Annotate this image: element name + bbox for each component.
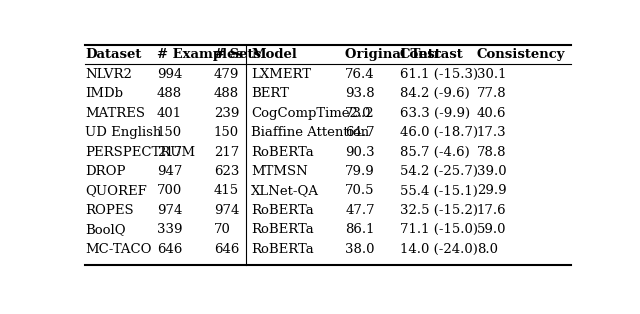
Text: 29.9: 29.9 bbox=[477, 184, 506, 198]
Text: 8.0: 8.0 bbox=[477, 243, 498, 256]
Text: 79.9: 79.9 bbox=[346, 165, 375, 178]
Text: 30.1: 30.1 bbox=[477, 68, 506, 81]
Text: 646: 646 bbox=[157, 243, 182, 256]
Text: 947: 947 bbox=[157, 165, 182, 178]
Text: 700: 700 bbox=[157, 184, 182, 198]
Text: PERSPECTRUM: PERSPECTRUM bbox=[85, 145, 195, 159]
Text: 77.8: 77.8 bbox=[477, 87, 506, 100]
Text: 59.0: 59.0 bbox=[477, 223, 506, 236]
Text: MTMSN: MTMSN bbox=[251, 165, 308, 178]
Text: IMDb: IMDb bbox=[85, 87, 123, 100]
Text: 39.0: 39.0 bbox=[477, 165, 506, 178]
Text: 54.2 (-25.7): 54.2 (-25.7) bbox=[400, 165, 478, 178]
Text: 239: 239 bbox=[214, 106, 239, 120]
Text: 974: 974 bbox=[157, 204, 182, 217]
Text: DROP: DROP bbox=[85, 165, 125, 178]
Text: XLNet-QA: XLNet-QA bbox=[251, 184, 319, 198]
Text: 150: 150 bbox=[214, 126, 239, 139]
Text: CogCompTime2.0: CogCompTime2.0 bbox=[251, 106, 371, 120]
Text: 32.5 (-15.2): 32.5 (-15.2) bbox=[400, 204, 478, 217]
Text: Original Test: Original Test bbox=[346, 48, 441, 61]
Text: 78.8: 78.8 bbox=[477, 145, 506, 159]
Text: BoolQ: BoolQ bbox=[85, 223, 125, 236]
Text: 93.8: 93.8 bbox=[346, 87, 375, 100]
Text: 76.4: 76.4 bbox=[346, 68, 375, 81]
Text: 86.1: 86.1 bbox=[346, 223, 375, 236]
Text: 85.7 (-4.6): 85.7 (-4.6) bbox=[400, 145, 470, 159]
Text: Contrast: Contrast bbox=[400, 48, 463, 61]
Text: 40.6: 40.6 bbox=[477, 106, 506, 120]
Text: 415: 415 bbox=[214, 184, 239, 198]
Text: 150: 150 bbox=[157, 126, 182, 139]
Text: 70.5: 70.5 bbox=[346, 184, 375, 198]
Text: 217: 217 bbox=[214, 145, 239, 159]
Text: Consistency: Consistency bbox=[477, 48, 565, 61]
Text: Model: Model bbox=[251, 48, 297, 61]
Text: QUOREF: QUOREF bbox=[85, 184, 147, 198]
Text: 63.3 (-9.9): 63.3 (-9.9) bbox=[400, 106, 470, 120]
Text: # Examples: # Examples bbox=[157, 48, 243, 61]
Text: 71.1 (-15.0): 71.1 (-15.0) bbox=[400, 223, 478, 236]
Text: 46.0 (-18.7): 46.0 (-18.7) bbox=[400, 126, 478, 139]
Text: 339: 339 bbox=[157, 223, 182, 236]
Text: 479: 479 bbox=[214, 68, 239, 81]
Text: # Sets: # Sets bbox=[214, 48, 261, 61]
Text: MATRES: MATRES bbox=[85, 106, 145, 120]
Text: BERT: BERT bbox=[251, 87, 289, 100]
Text: 47.7: 47.7 bbox=[346, 204, 375, 217]
Text: 61.1 (-15.3): 61.1 (-15.3) bbox=[400, 68, 478, 81]
Text: 401: 401 bbox=[157, 106, 182, 120]
Text: ROPES: ROPES bbox=[85, 204, 134, 217]
Text: 55.4 (-15.1): 55.4 (-15.1) bbox=[400, 184, 478, 198]
Text: 84.2 (-9.6): 84.2 (-9.6) bbox=[400, 87, 470, 100]
Text: LXMERT: LXMERT bbox=[251, 68, 311, 81]
Text: NLVR2: NLVR2 bbox=[85, 68, 132, 81]
Text: 646: 646 bbox=[214, 243, 239, 256]
Text: 38.0: 38.0 bbox=[346, 243, 375, 256]
Text: 17.6: 17.6 bbox=[477, 204, 506, 217]
Text: 488: 488 bbox=[214, 87, 239, 100]
Text: Dataset: Dataset bbox=[85, 48, 141, 61]
Text: 14.0 (-24.0): 14.0 (-24.0) bbox=[400, 243, 478, 256]
Text: MC-TACO: MC-TACO bbox=[85, 243, 152, 256]
Text: 488: 488 bbox=[157, 87, 182, 100]
Text: 70: 70 bbox=[214, 223, 231, 236]
Text: RoBERTa: RoBERTa bbox=[251, 204, 314, 217]
Text: 623: 623 bbox=[214, 165, 239, 178]
Text: UD English: UD English bbox=[85, 126, 161, 139]
Text: 90.3: 90.3 bbox=[346, 145, 375, 159]
Text: RoBERTa: RoBERTa bbox=[251, 223, 314, 236]
Text: 974: 974 bbox=[214, 204, 239, 217]
Text: 17.3: 17.3 bbox=[477, 126, 506, 139]
Text: RoBERTa: RoBERTa bbox=[251, 145, 314, 159]
Text: 994: 994 bbox=[157, 68, 182, 81]
Text: 73.2: 73.2 bbox=[346, 106, 375, 120]
Text: 64.7: 64.7 bbox=[346, 126, 375, 139]
Text: Biaffine Attention: Biaffine Attention bbox=[251, 126, 369, 139]
Text: RoBERTa: RoBERTa bbox=[251, 243, 314, 256]
Text: 217: 217 bbox=[157, 145, 182, 159]
